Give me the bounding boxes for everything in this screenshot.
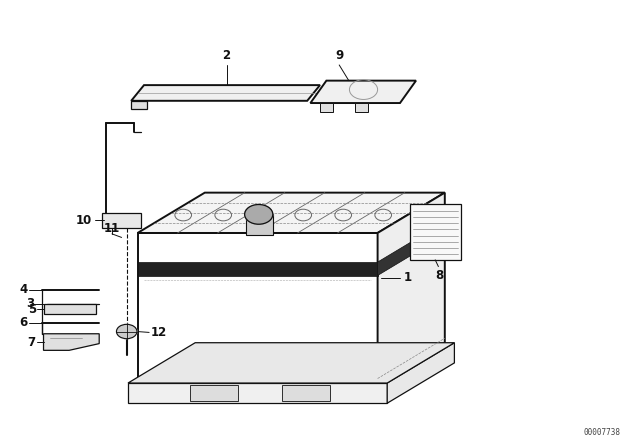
Text: 5: 5	[28, 302, 36, 316]
Polygon shape	[246, 215, 273, 235]
Circle shape	[116, 324, 137, 339]
Polygon shape	[138, 193, 445, 233]
Polygon shape	[131, 101, 147, 109]
Polygon shape	[44, 334, 99, 350]
Text: 4: 4	[19, 283, 28, 297]
Text: 00007738: 00007738	[584, 428, 621, 437]
Polygon shape	[282, 385, 330, 401]
Polygon shape	[387, 343, 454, 403]
Circle shape	[244, 204, 273, 224]
Text: 8: 8	[436, 269, 444, 282]
Text: 9: 9	[335, 49, 343, 62]
Polygon shape	[102, 213, 141, 228]
Polygon shape	[320, 103, 333, 112]
Text: 12: 12	[151, 326, 167, 339]
Polygon shape	[128, 383, 387, 403]
Polygon shape	[378, 193, 445, 383]
Polygon shape	[310, 81, 416, 103]
Polygon shape	[410, 204, 461, 260]
Polygon shape	[138, 233, 378, 383]
Polygon shape	[378, 222, 445, 276]
Polygon shape	[128, 343, 454, 383]
Polygon shape	[355, 103, 368, 112]
Text: 7: 7	[28, 336, 36, 349]
Text: 11: 11	[104, 222, 120, 235]
Text: 6: 6	[19, 316, 28, 329]
Text: 2: 2	[222, 49, 230, 62]
Text: 3: 3	[26, 297, 34, 310]
Polygon shape	[44, 304, 96, 314]
Polygon shape	[191, 385, 239, 401]
Text: 1: 1	[403, 271, 412, 284]
Polygon shape	[138, 262, 378, 276]
Polygon shape	[131, 85, 320, 101]
Text: 10: 10	[76, 214, 92, 227]
